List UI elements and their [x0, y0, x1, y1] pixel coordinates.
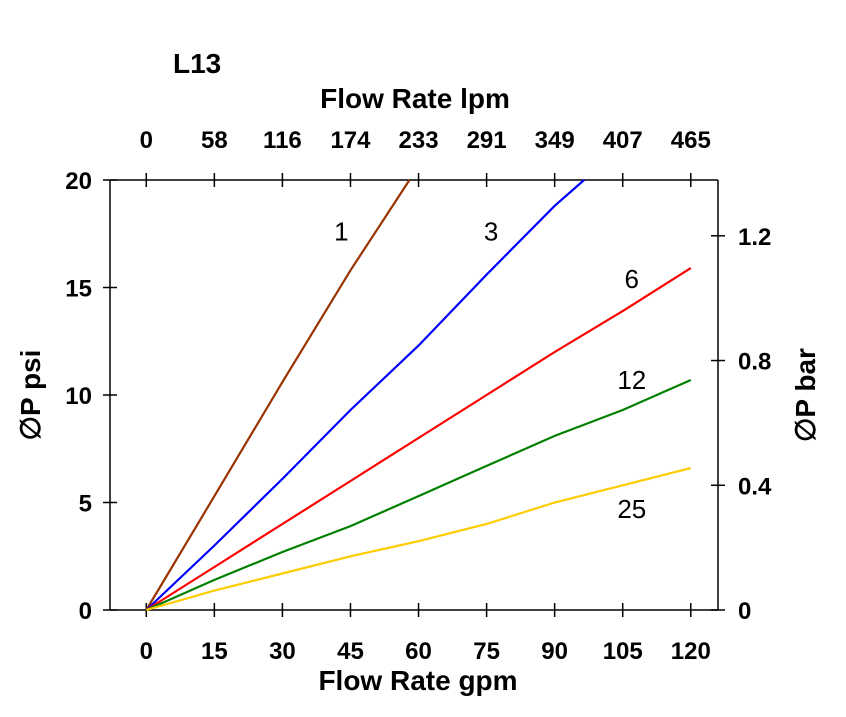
y2-tick-label-1.2: 1.2	[738, 224, 771, 251]
x-tick-label-105: 105	[603, 638, 643, 665]
x2-tick-label-233: 233	[399, 127, 439, 154]
x2-tick-label-349: 349	[535, 127, 575, 154]
data-series: 1 3 6 12 25	[145, 179, 692, 612]
series-line-6	[145, 267, 692, 611]
x-tick-label-90: 90	[541, 638, 568, 665]
x-tick-label-60: 60	[405, 638, 432, 665]
x-tick-label-15: 15	[201, 638, 228, 665]
left-y-axis-title: ∅P psi	[15, 350, 46, 441]
y-tick-label-5: 5	[79, 491, 92, 518]
x2-tick-label-174: 174	[330, 127, 371, 154]
series-label-3: 3	[484, 217, 498, 247]
y2-tick-label-0.8: 0.8	[738, 349, 771, 376]
series-line-12	[145, 378, 692, 612]
axis-ticks: 0015583011645174602337529190349105407120…	[65, 127, 772, 665]
series-label-6: 6	[625, 264, 639, 294]
series-line-1	[145, 179, 411, 611]
bottom-x-axis-title: Flow Rate gpm	[318, 665, 517, 696]
y-tick-label-15: 15	[65, 276, 92, 303]
y-tick-label-20: 20	[65, 168, 92, 195]
x2-tick-label-291: 291	[467, 127, 507, 154]
x2-tick-label-116: 116	[263, 127, 302, 154]
x2-tick-label-407: 407	[603, 127, 643, 154]
plot-frame	[109, 179, 719, 611]
x2-tick-label-58: 58	[201, 127, 228, 154]
x-tick-label-75: 75	[473, 638, 500, 665]
y2-tick-label-0.4: 0.4	[738, 473, 772, 500]
x2-tick-label-465: 465	[671, 127, 711, 154]
series-line-3	[145, 179, 585, 611]
x-tick-label-30: 30	[269, 638, 296, 665]
series-label-12: 12	[617, 365, 646, 395]
y2-tick-label-0: 0	[738, 598, 751, 625]
chart-title: L13	[173, 48, 221, 79]
y-tick-label-10: 10	[65, 383, 92, 410]
x-tick-label-0: 0	[140, 638, 153, 665]
x-tick-label-45: 45	[337, 638, 364, 665]
y-tick-label-0: 0	[79, 598, 92, 625]
series-label-1: 1	[334, 217, 348, 247]
x-tick-label-120: 120	[671, 638, 711, 665]
x2-tick-label-0: 0	[140, 127, 153, 154]
series-label-25: 25	[617, 494, 646, 524]
series-line-25	[145, 467, 692, 612]
right-y-axis-title: ∅P bar	[790, 348, 821, 442]
top-x-axis-title: Flow Rate lpm	[320, 83, 510, 114]
